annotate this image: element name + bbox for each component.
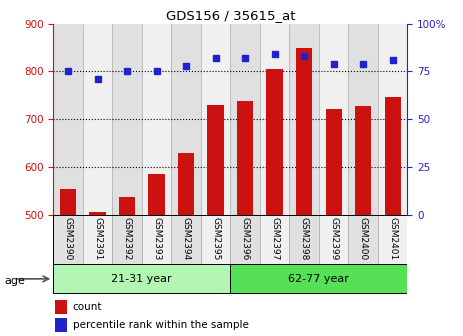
Bar: [267, 69, 283, 215]
Bar: [378, 24, 407, 215]
Bar: [119, 197, 135, 215]
Bar: [378, 215, 407, 264]
Bar: [349, 215, 378, 264]
Text: GSM2393: GSM2393: [152, 216, 161, 260]
Text: GSM2392: GSM2392: [123, 216, 131, 260]
Text: 62-77 year: 62-77 year: [288, 274, 349, 284]
Bar: [178, 153, 194, 215]
Bar: [207, 105, 224, 215]
Bar: [83, 215, 113, 264]
Text: GSM2395: GSM2395: [211, 216, 220, 260]
Text: 21-31 year: 21-31 year: [112, 274, 172, 284]
Bar: [325, 109, 342, 215]
Bar: [113, 215, 142, 264]
Bar: [53, 24, 83, 215]
Bar: [55, 318, 68, 332]
Text: percentile rank within the sample: percentile rank within the sample: [73, 320, 249, 330]
Bar: [237, 101, 253, 215]
Bar: [260, 24, 289, 215]
Bar: [385, 97, 401, 215]
Text: GSM2397: GSM2397: [270, 216, 279, 260]
Bar: [319, 215, 349, 264]
Bar: [201, 24, 231, 215]
Bar: [60, 189, 76, 215]
Bar: [142, 215, 171, 264]
Text: GSM2390: GSM2390: [63, 216, 73, 260]
Bar: [231, 264, 407, 293]
Bar: [201, 215, 231, 264]
Text: GSM2401: GSM2401: [388, 216, 397, 260]
Text: GSM2398: GSM2398: [300, 216, 309, 260]
Bar: [142, 24, 171, 215]
Bar: [289, 24, 319, 215]
Bar: [53, 264, 231, 293]
Bar: [349, 24, 378, 215]
Bar: [289, 215, 319, 264]
Text: GSM2396: GSM2396: [241, 216, 250, 260]
Text: count: count: [73, 302, 102, 312]
Bar: [319, 24, 349, 215]
Bar: [89, 212, 106, 215]
Text: GSM2400: GSM2400: [359, 216, 368, 260]
Bar: [171, 24, 201, 215]
Bar: [171, 215, 201, 264]
Bar: [53, 215, 83, 264]
Bar: [83, 24, 113, 215]
Bar: [296, 48, 312, 215]
Bar: [355, 106, 371, 215]
Bar: [260, 215, 289, 264]
Title: GDS156 / 35615_at: GDS156 / 35615_at: [166, 9, 295, 23]
Text: GSM2394: GSM2394: [181, 216, 191, 260]
Text: age: age: [5, 276, 25, 286]
Bar: [231, 24, 260, 215]
Text: GSM2399: GSM2399: [329, 216, 338, 260]
Bar: [55, 300, 68, 314]
Text: GSM2391: GSM2391: [93, 216, 102, 260]
Bar: [231, 215, 260, 264]
Bar: [113, 24, 142, 215]
Bar: [149, 174, 165, 215]
